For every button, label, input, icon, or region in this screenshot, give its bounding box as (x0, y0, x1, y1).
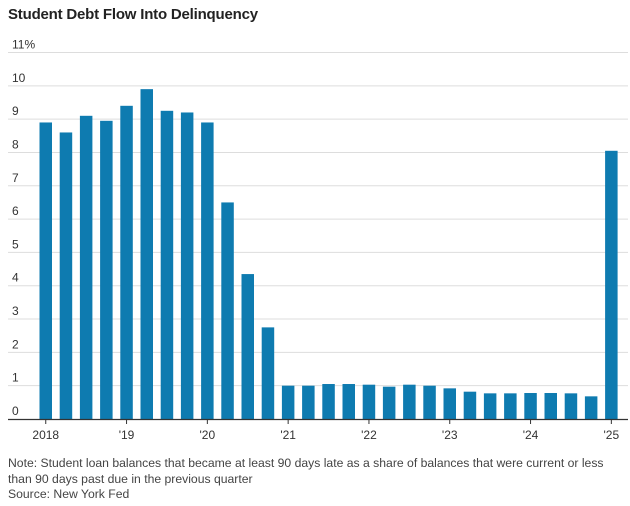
bar (362, 384, 376, 419)
bar (201, 122, 214, 419)
bar (261, 327, 275, 419)
bar (544, 393, 557, 419)
y-tick-label: 2 (12, 337, 19, 351)
bar (443, 388, 456, 419)
bar (100, 120, 113, 419)
y-tick-label: 0 (12, 404, 19, 418)
bar (584, 396, 598, 419)
bar (403, 384, 416, 419)
bar (79, 115, 93, 420)
y-axis-ticks: 0 1 2 3 4 5 6 7 8 9 10 11% (12, 38, 35, 419)
bar (59, 132, 73, 420)
bar (140, 89, 153, 420)
y-tick-label: 10 (12, 71, 26, 85)
y-tick-label: 6 (12, 204, 19, 218)
bar (483, 393, 497, 419)
gridlines (8, 52, 628, 387)
bar-chart: 0 1 2 3 4 5 6 7 8 9 10 11% 2018 '19 '20 '21 '22 '23 '24 '2… (8, 38, 628, 442)
x-tick-label: '19 (119, 428, 135, 442)
chart-note: Note: Student loan balances that became … (8, 456, 604, 486)
bar (524, 393, 537, 419)
x-tick-label: 2018 (32, 428, 59, 442)
y-tick-label: 11% (12, 38, 35, 52)
y-tick-label: 3 (12, 304, 19, 318)
bars (8, 89, 628, 421)
x-tick-label: '20 (200, 428, 216, 442)
x-tick-label: '23 (442, 428, 458, 442)
bar (564, 393, 578, 419)
bar (160, 110, 174, 419)
bar (322, 384, 335, 419)
x-tick-label: '25 (604, 428, 620, 442)
bar (221, 202, 234, 419)
x-tick-label: '21 (280, 428, 296, 442)
y-tick-label: 5 (12, 237, 19, 251)
x-axis-ticks: 2018 '19 '20 '21 '22 '23 '24 '25 (32, 419, 619, 442)
bar (605, 150, 618, 419)
chart-title: Student Debt Flow Into Delinquency (8, 6, 258, 23)
y-tick-label: 8 (12, 137, 19, 151)
bar (39, 122, 52, 419)
bar (423, 385, 436, 419)
y-tick-label: 1 (12, 371, 19, 385)
bar (504, 393, 517, 419)
y-tick-label: 7 (12, 171, 19, 185)
chart-source: Source: New York Fed (8, 487, 130, 501)
bar (342, 384, 355, 419)
x-tick-label: '24 (523, 428, 539, 442)
y-tick-label: 4 (12, 271, 19, 285)
bar (180, 112, 194, 420)
bar (382, 386, 396, 419)
bar (241, 274, 254, 419)
bar (281, 385, 295, 419)
bar (120, 105, 133, 420)
y-tick-label: 9 (12, 104, 19, 118)
bar (302, 385, 315, 419)
bar (463, 391, 477, 419)
x-tick-label: '22 (361, 428, 377, 442)
